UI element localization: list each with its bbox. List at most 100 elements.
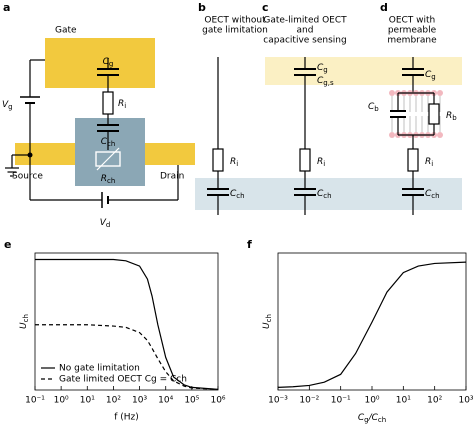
gate-band xyxy=(265,57,462,85)
cap-gap xyxy=(411,70,415,75)
panel-title: membrane xyxy=(387,36,437,46)
symbol: C xyxy=(317,189,324,199)
panel-label: b xyxy=(198,1,206,14)
x-tick-label: 10⁻¹ xyxy=(25,396,45,406)
y-axis-label: Uch xyxy=(19,314,31,329)
x-tick-label: 10³ xyxy=(132,396,147,406)
panel-title: permeable xyxy=(388,26,437,36)
panel-title: and xyxy=(297,26,314,36)
x-tick-label: 10³ xyxy=(458,396,473,406)
cch-label: Cch xyxy=(317,189,332,201)
symbol: U xyxy=(19,322,29,329)
cg-label: Cg xyxy=(425,70,436,82)
cap-gap xyxy=(411,190,415,195)
symbol: C xyxy=(317,63,324,73)
subscript: ch xyxy=(107,140,115,148)
symbol: C xyxy=(230,189,237,199)
x-tick-label: 10⁶ xyxy=(210,396,225,406)
cap-gap xyxy=(303,70,307,75)
panel-title: OECT without xyxy=(204,16,266,26)
x-tick-label: 10² xyxy=(427,396,442,406)
panel-title: OECT with xyxy=(389,16,436,26)
panel-label: a xyxy=(3,1,10,14)
y-axis-label: Uch xyxy=(262,314,274,329)
cap-gap xyxy=(106,126,110,131)
resistor xyxy=(212,148,224,172)
gate-label: Gate xyxy=(55,26,77,36)
resistor xyxy=(299,148,311,172)
panel-label: e xyxy=(4,238,11,251)
subscript: b xyxy=(452,114,457,122)
cap-gap xyxy=(396,112,400,117)
symbol: C xyxy=(103,57,110,67)
x-tick-label: 10⁴ xyxy=(158,396,173,406)
panel-title: capacitive sensing xyxy=(263,36,346,46)
subscript: g,s xyxy=(323,79,334,87)
cb-label: Cb xyxy=(368,102,379,114)
symbol: /C xyxy=(368,413,379,423)
panel-label: c xyxy=(262,1,269,14)
wire xyxy=(96,147,120,171)
resistor xyxy=(428,103,440,125)
x-tick-label: 10⁻² xyxy=(299,396,319,406)
source-electrode xyxy=(15,143,75,165)
x-tick-label: 10¹ xyxy=(80,396,95,406)
x-tick-label: 10⁻¹ xyxy=(331,396,351,406)
subscript: ch xyxy=(236,192,244,200)
ri-label: Ri xyxy=(425,157,433,169)
symbol: C xyxy=(425,70,432,80)
panel-label: d xyxy=(380,1,388,14)
cap-gap xyxy=(303,190,307,195)
drain-electrode xyxy=(145,143,195,165)
legend-label: No gate limitation xyxy=(59,364,140,374)
x-tick-label: 10² xyxy=(106,396,121,406)
x-axis-label: Cg/Cch xyxy=(358,413,386,425)
subscript: i xyxy=(323,160,325,168)
vd-label: Vd xyxy=(100,218,111,230)
cgs-label: Cg,s xyxy=(317,76,334,88)
source-label: Source xyxy=(12,172,43,182)
lipid-head xyxy=(389,90,395,96)
panel-title: Gate-limited OECT xyxy=(263,16,347,26)
plot-frame xyxy=(34,252,219,391)
symbol: C xyxy=(317,76,324,86)
subscript: d xyxy=(106,221,110,229)
subscript: g xyxy=(323,66,327,74)
symbol: R xyxy=(230,157,236,167)
cg-label: Cg xyxy=(103,57,114,69)
subscript: g xyxy=(8,103,12,111)
x-tick-label: 10⁻³ xyxy=(268,396,288,406)
symbol: R xyxy=(101,174,107,184)
symbol: C xyxy=(425,189,432,199)
x-tick-label: 10⁰ xyxy=(364,396,379,406)
symbol: R xyxy=(118,99,124,109)
subscript: g xyxy=(109,60,113,68)
lipid-head xyxy=(437,132,443,138)
cch-label: Cch xyxy=(230,189,245,201)
subscript: ch xyxy=(323,192,331,200)
subscript: ch xyxy=(265,314,273,322)
ri-label: Ri xyxy=(118,99,126,111)
ri-label: Ri xyxy=(230,157,238,169)
symbol: C xyxy=(101,137,108,147)
x-axis-label: f (Hz) xyxy=(114,413,139,423)
cch-label: Cch xyxy=(101,137,116,149)
x-tick-label: 10¹ xyxy=(396,396,411,406)
subscript: i xyxy=(236,160,238,168)
rch-label: Rch xyxy=(101,174,116,186)
resistor xyxy=(102,91,114,115)
cap-gap xyxy=(106,70,110,75)
symbol: C xyxy=(358,413,365,423)
gate-electrode xyxy=(45,38,155,88)
legend-label: Gate limited OECT Cg = Cch xyxy=(59,375,187,385)
symbol: R xyxy=(317,157,323,167)
lipid-head xyxy=(437,90,443,96)
subscript: b xyxy=(374,105,379,113)
subscript: ch xyxy=(107,177,115,185)
panel-title: gate limitation xyxy=(202,26,268,36)
symbol: R xyxy=(446,111,452,121)
subscript: ch xyxy=(431,192,439,200)
subscript: g xyxy=(364,416,368,424)
subscript: ch xyxy=(22,314,30,322)
drain-label: Drain xyxy=(160,172,184,182)
